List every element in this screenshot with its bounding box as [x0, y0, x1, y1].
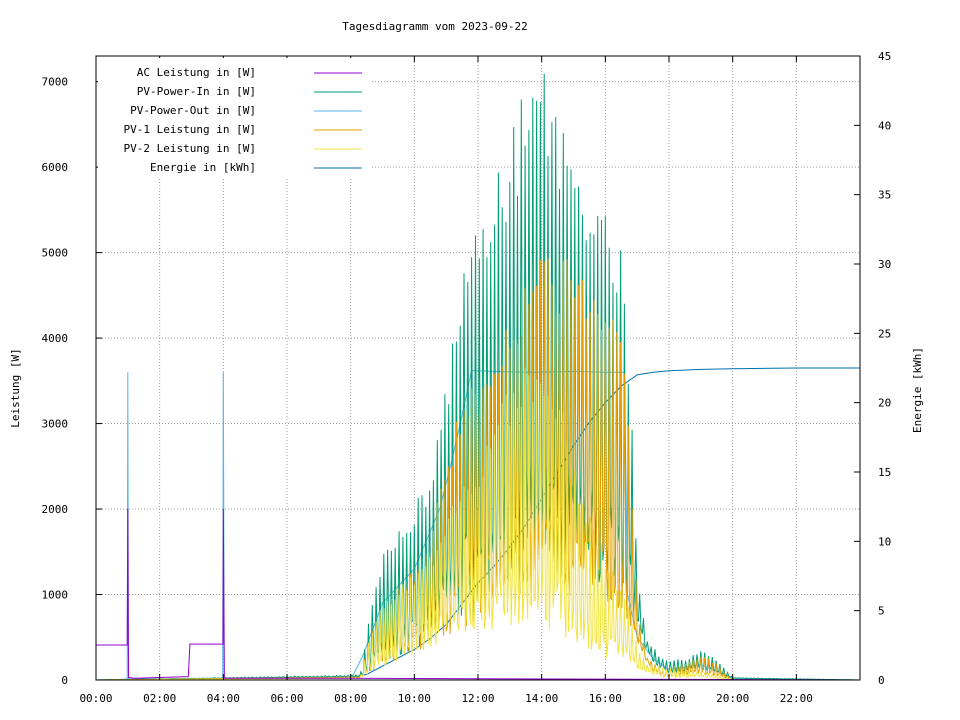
- x-tick-label: 20:00: [716, 692, 749, 705]
- y2-tick-label: 45: [878, 50, 891, 63]
- y2-tick-label: 15: [878, 466, 891, 479]
- legend: AC Leistung in [W] PV-Power-In in [W] PV-P…: [124, 66, 362, 174]
- x-tick-label: 06:00: [270, 692, 303, 705]
- x-tick-label: 00:00: [79, 692, 112, 705]
- legend-label-energie-in-kwh: Energie in [kWh]: [150, 161, 256, 174]
- y2-tick-label: 10: [878, 535, 891, 548]
- legend-label-pv-2-leistung-in-w: PV-2 Leistung in [W]: [124, 142, 256, 155]
- x-tick-label: 14:00: [525, 692, 558, 705]
- legend-box: [98, 58, 370, 178]
- y2-tick-label: 40: [878, 119, 891, 132]
- y2-tick-label: 25: [878, 327, 891, 340]
- y-tick-label: 5000: [42, 247, 69, 260]
- x-tick-label: 16:00: [589, 692, 622, 705]
- x-tick-label: 02:00: [143, 692, 176, 705]
- y2-tick-label: 0: [878, 674, 885, 687]
- y-tick-label: 2000: [42, 503, 69, 516]
- y2-axis-label: Energie [kWh]: [911, 347, 924, 433]
- x-tick-label: 08:00: [334, 692, 367, 705]
- x-tick-label: 04:00: [207, 692, 240, 705]
- legend-label-pv-power-in-in-w: PV-Power-In in [W]: [137, 85, 256, 98]
- y2-tick-label: 5: [878, 605, 885, 618]
- y-tick-label: 6000: [42, 161, 69, 174]
- legend-label-pv-1-leistung-in-w: PV-1 Leistung in [W]: [124, 123, 256, 136]
- chart-title: Tagesdiagramm vom 2023-09-22: [342, 20, 527, 33]
- x-tick-label: 12:00: [461, 692, 494, 705]
- y2-tick-label: 35: [878, 189, 891, 202]
- x-tick-label: 10:00: [398, 692, 431, 705]
- legend-label-pv-power-out-in-w: PV-Power-Out in [W]: [130, 104, 256, 117]
- y-tick-label: 1000: [42, 589, 69, 602]
- x-tick-label: 18:00: [652, 692, 685, 705]
- y-tick-label: 4000: [42, 332, 69, 345]
- y-tick-label: 0: [61, 674, 68, 687]
- legend-label-ac-leistung-in-w: AC Leistung in [W]: [137, 66, 256, 79]
- y-tick-label: 3000: [42, 418, 69, 431]
- y-axis-label: Leistung [W]: [9, 348, 22, 427]
- series-line-ac-leistung-in-w: [96, 508, 861, 681]
- x-tick-label: 22:00: [780, 692, 813, 705]
- axes: 00:00 02:00 04:00 06:00 08:00 10:00 12:00 14:00…: [42, 50, 892, 705]
- y-tick-label: 7000: [42, 76, 69, 89]
- y2-tick-label: 30: [878, 258, 891, 271]
- y2-tick-label: 20: [878, 397, 891, 410]
